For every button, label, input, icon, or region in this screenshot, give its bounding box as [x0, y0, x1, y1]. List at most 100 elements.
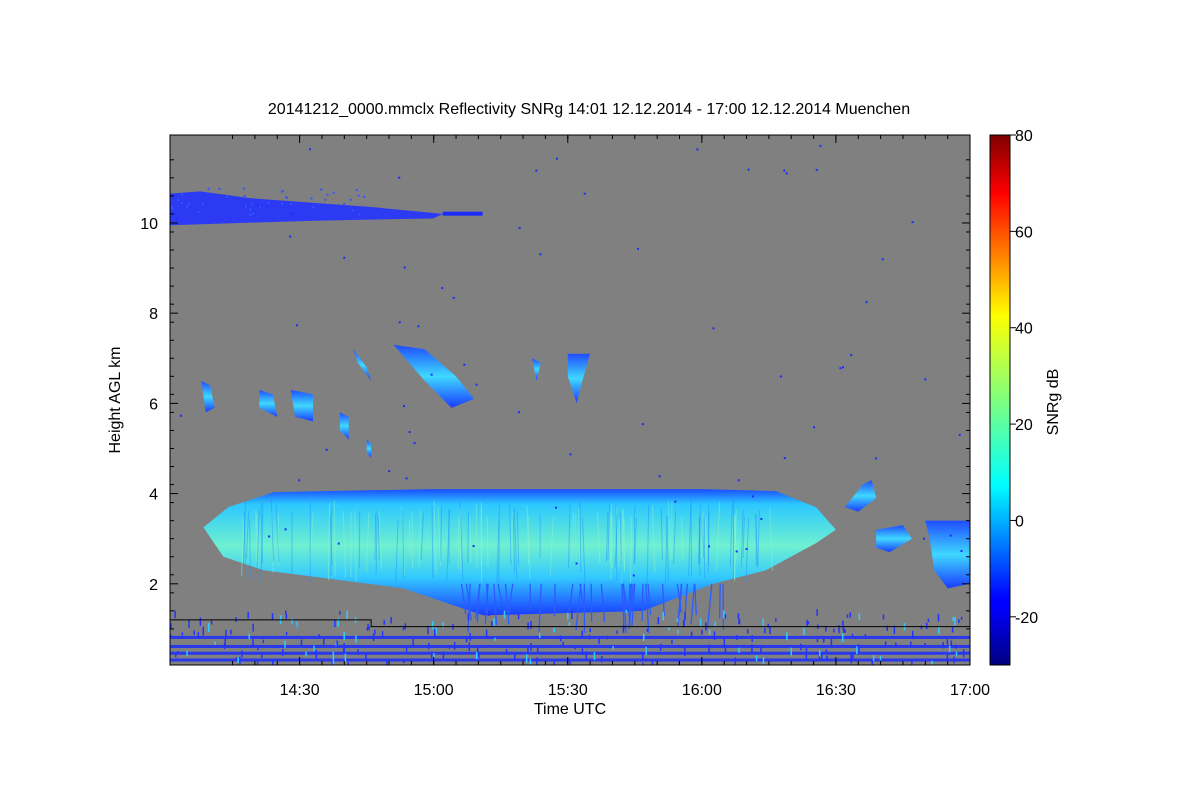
noise-pixel [723, 610, 725, 619]
ground-clutter-band [170, 644, 970, 648]
noise-pixel [846, 614, 849, 618]
noise-pixel [865, 301, 868, 304]
noise-pixel [911, 630, 914, 640]
noise-pixel [335, 642, 338, 647]
noise-pixel [838, 625, 840, 634]
boundary-line [170, 619, 970, 628]
noise-pixel [467, 613, 470, 621]
cirrus-speck [249, 213, 252, 216]
cirrus-speck [197, 210, 200, 213]
fallstreak [431, 505, 434, 579]
fallstreak [757, 510, 760, 566]
noise-pixel [816, 609, 818, 616]
noise-pixel [851, 633, 854, 637]
noise-pixel [478, 651, 480, 659]
noise-pixel [433, 653, 435, 659]
noise-pixel [188, 620, 190, 628]
fallstreak [610, 517, 613, 580]
noise-pixel [503, 610, 506, 619]
x-tick-label: 14:30 [280, 682, 320, 699]
fallstreak [270, 499, 274, 562]
noise-pixel [300, 639, 303, 645]
noise-pixel [247, 611, 249, 619]
mid-level-echo [339, 412, 349, 440]
noise-pixel [911, 661, 913, 665]
late-cloud-echo [925, 520, 970, 589]
noise-pixel [752, 495, 755, 498]
noise-pixel [927, 618, 930, 622]
noise-pixel [807, 621, 810, 625]
noise-pixel [239, 656, 241, 665]
precip-streak [678, 583, 683, 616]
noise-pixel [402, 626, 405, 631]
noise-pixel [342, 648, 345, 654]
noise-pixel [786, 632, 788, 641]
precip-streak [661, 583, 665, 617]
noise-pixel [751, 635, 753, 643]
cirrus-speck [281, 190, 284, 193]
noise-pixel [442, 651, 445, 659]
noise-pixel [527, 647, 529, 652]
noise-pixel [682, 619, 685, 628]
noise-pixel [818, 649, 821, 657]
noise-pixel [337, 618, 339, 627]
noise-pixel [737, 613, 740, 620]
fallstreak [402, 509, 405, 579]
noise-pixel [821, 652, 823, 662]
fallstreak [401, 507, 406, 576]
fallstreak [498, 518, 500, 582]
noise-pixel [616, 630, 618, 634]
noise-pixel [343, 632, 345, 641]
noise-pixel [372, 633, 375, 642]
fallstreak [597, 511, 601, 565]
cirrus-speck [358, 213, 361, 216]
fallstreak [309, 512, 314, 560]
noise-pixel [920, 625, 923, 630]
noise-pixel [554, 506, 557, 509]
noise-pixel [525, 654, 528, 663]
noise-pixel [948, 645, 951, 653]
noise-pixel [517, 613, 520, 620]
noise-pixel [575, 562, 578, 565]
cirrus-speck [355, 189, 358, 192]
cirrus-speck [176, 199, 179, 202]
noise-pixel [529, 658, 532, 665]
noise-pixel [539, 633, 541, 638]
fallstreak [249, 518, 251, 579]
noise-pixel [785, 172, 788, 175]
mid-level-echo [201, 380, 215, 413]
noise-pixel [677, 629, 679, 634]
noise-pixel [530, 621, 532, 629]
noise-pixel [874, 457, 877, 460]
precip-streak [622, 583, 627, 634]
noise-pixel [645, 646, 647, 656]
colorbar-tick-label: -20 [1015, 610, 1038, 627]
fallstreak [668, 501, 671, 560]
fallstreak [660, 508, 663, 561]
noise-pixel [337, 542, 340, 545]
noise-pixel [332, 656, 335, 665]
noise-pixel [355, 635, 357, 643]
fallstreak [255, 510, 258, 562]
noise-pixel [223, 643, 226, 650]
noise-pixel [412, 638, 414, 646]
noise-pixel [323, 638, 325, 645]
noise-pixel [746, 629, 749, 634]
cirrus-speck [171, 207, 174, 210]
noise-pixel [850, 354, 853, 357]
noise-pixel [816, 639, 819, 643]
fallstreak [342, 510, 347, 578]
noise-pixel [367, 623, 369, 629]
noise-pixel [825, 625, 827, 632]
fallstreak [433, 500, 437, 575]
noise-pixel [755, 655, 758, 662]
precip-streak [645, 583, 650, 634]
noise-pixel [271, 613, 274, 621]
fallstreak [446, 508, 450, 581]
noise-pixel [536, 660, 538, 665]
fallstreak [354, 510, 357, 583]
noise-pixel [826, 655, 828, 662]
noise-pixel [646, 628, 649, 632]
cirrus-speck [249, 208, 252, 211]
fallstreak [242, 499, 247, 573]
